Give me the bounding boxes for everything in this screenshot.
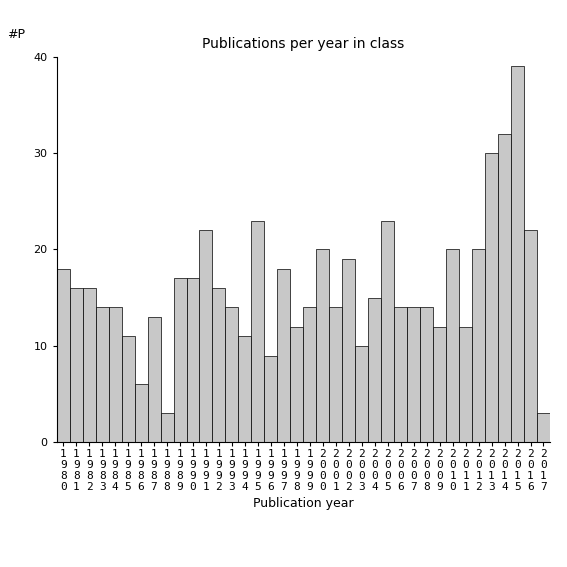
Bar (394, 307, 407, 442)
X-axis label: Publication year: Publication year (253, 497, 354, 510)
Bar (264, 356, 277, 442)
Bar (485, 153, 498, 442)
Bar (356, 346, 368, 442)
Bar (109, 307, 121, 442)
Bar (174, 278, 187, 442)
Bar (368, 298, 381, 442)
Bar (537, 413, 550, 442)
Bar (239, 336, 251, 442)
Bar (83, 288, 96, 442)
Text: #P: #P (7, 28, 26, 41)
Bar (316, 249, 329, 442)
Bar (213, 288, 226, 442)
Bar (290, 327, 303, 442)
Bar (420, 307, 433, 442)
Bar (303, 307, 316, 442)
Bar (524, 230, 537, 442)
Bar (57, 269, 70, 442)
Bar (277, 269, 290, 442)
Title: Publications per year in class: Publications per year in class (202, 37, 404, 52)
Bar (498, 134, 511, 442)
Bar (200, 230, 213, 442)
Bar (446, 249, 459, 442)
Bar (226, 307, 239, 442)
Bar (511, 66, 524, 442)
Bar (459, 327, 472, 442)
Bar (187, 278, 200, 442)
Bar (147, 317, 160, 442)
Bar (121, 336, 134, 442)
Bar (329, 307, 342, 442)
Bar (381, 221, 394, 442)
Bar (407, 307, 420, 442)
Bar (160, 413, 174, 442)
Bar (342, 259, 356, 442)
Bar (251, 221, 264, 442)
Bar (70, 288, 83, 442)
Bar (134, 384, 147, 442)
Bar (472, 249, 485, 442)
Bar (433, 327, 446, 442)
Bar (96, 307, 109, 442)
